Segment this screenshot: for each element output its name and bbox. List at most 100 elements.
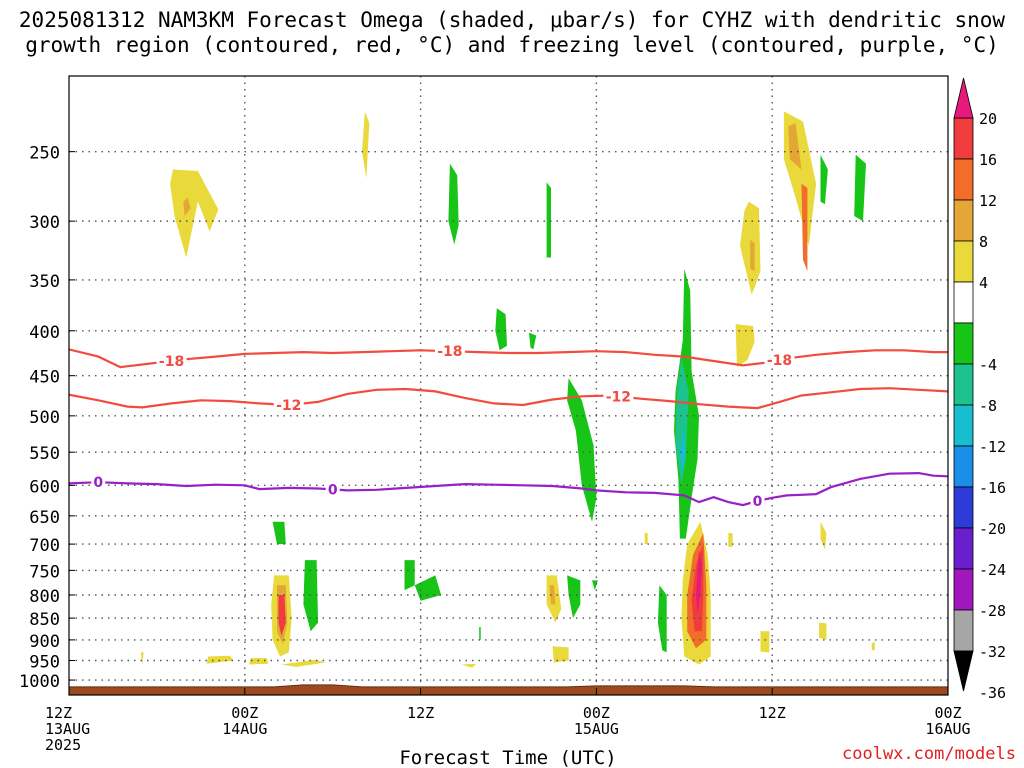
ground-terrain — [69, 684, 948, 695]
colorbar-band--8 — [953, 322, 974, 365]
colorbar-label--28: -28 — [979, 602, 1006, 620]
omega-region-18 — [679, 430, 686, 473]
colorbar-band--12 — [953, 363, 974, 406]
colorbar-label-4: 4 — [979, 274, 988, 292]
omega-region-44 — [820, 521, 827, 550]
colorbar-band-8 — [953, 199, 974, 242]
colorbar-label--12: -12 — [979, 438, 1006, 456]
omega-region-3 — [448, 163, 459, 245]
omega-region-25 — [278, 595, 286, 636]
omega-region-27 — [303, 560, 319, 632]
xtick-label-0-1: 13AUG — [45, 720, 90, 738]
ytick-label-700: 700 — [29, 536, 60, 556]
xtick-label-24-0: 12Z — [407, 704, 434, 722]
colorbar-label-16: 16 — [979, 151, 997, 169]
ytick-label-800: 800 — [29, 587, 60, 607]
contour-label-bg--12-0 — [273, 397, 304, 413]
omega-region-22 — [696, 549, 702, 614]
omega-region-33 — [414, 575, 442, 601]
omega-region-45 — [871, 642, 875, 651]
plot-contents: -18 -18 -18 -12 -12 0 0 0 — [69, 76, 948, 695]
omega-region-31 — [140, 652, 144, 665]
omega-region-41 — [657, 585, 667, 653]
contour-label-0-2: 0 — [753, 494, 763, 510]
omega-region-42 — [760, 631, 770, 653]
omega-region-1 — [183, 197, 191, 216]
ytick-label-400: 400 — [29, 323, 60, 343]
axes: 2503003504004505005506006507007508008509… — [19, 75, 971, 768]
contour-line-0 — [69, 471, 948, 507]
colorbar-band--20 — [953, 445, 974, 488]
ytick-label-850: 850 — [29, 610, 60, 630]
omega-region-11 — [750, 239, 755, 272]
omega-region-39 — [592, 580, 598, 591]
ytick-label-950: 950 — [29, 652, 60, 672]
contour-label-0-0: 0 — [93, 475, 103, 491]
colorbar-label--8: -8 — [979, 397, 997, 415]
contour-label-bg-0-0 — [91, 474, 106, 490]
colorbar-label--32: -32 — [979, 643, 1006, 661]
contour-label--12-1: -12 — [606, 389, 631, 405]
contour-label--12-0: -12 — [276, 398, 301, 414]
omega-region-13 — [854, 154, 866, 222]
ytick-label-250: 250 — [29, 144, 60, 164]
colorbar-label--36: -36 — [979, 684, 1006, 702]
plot-area: -18 -18 -18 -12 -12 0 0 0 — [69, 76, 948, 695]
contour-label-bg--12-1 — [603, 388, 634, 404]
chart-title-line2: growth region (contoured, red, °C) and f… — [25, 33, 999, 57]
xtick-label-0-2: 2025 — [45, 736, 81, 754]
credit-text: coolwx.com/models — [842, 744, 1016, 764]
omega-region-26 — [272, 521, 286, 545]
contour-label-0-1: 0 — [328, 482, 338, 498]
contour-label--18-0: -18 — [159, 354, 184, 370]
colorbar-label--20: -20 — [979, 520, 1006, 538]
colorbar-band--4 — [953, 281, 974, 324]
omega-region-28 — [206, 655, 234, 664]
xtick-label-60-0: 00Z — [934, 704, 961, 722]
omega-region-8 — [788, 123, 802, 170]
ytick-label-1000: 1000 — [19, 672, 60, 692]
ytick-label-350: 350 — [29, 272, 60, 292]
ytick-label-550: 550 — [29, 444, 60, 464]
colorbar-label--4: -4 — [979, 356, 997, 374]
colorbar-band-4 — [953, 240, 974, 283]
omega-region-46 — [644, 533, 648, 545]
contour-label-bg--18-2 — [764, 351, 795, 367]
contour-label-bg--18-0 — [156, 353, 187, 369]
colorbar-label-20: 20 — [979, 110, 997, 128]
ytick-label-500: 500 — [29, 408, 60, 428]
omega-region-9 — [801, 183, 808, 272]
ytick-label-750: 750 — [29, 562, 60, 582]
omega-region-34 — [479, 627, 481, 640]
omega-region-0 — [170, 169, 219, 258]
omega-region-30 — [281, 659, 326, 667]
omega-region-29 — [249, 658, 269, 665]
colorbar-top-arrow — [953, 77, 974, 119]
omega-region-37 — [549, 585, 556, 605]
omega-region-40 — [552, 646, 569, 663]
colorbar-label--16: -16 — [979, 479, 1006, 497]
xtick-label-12-1: 14AUG — [222, 720, 267, 738]
colorbar-bottom-arrow — [953, 650, 974, 692]
xtick-label-0-0: 12Z — [45, 704, 72, 722]
colorbar-band-12 — [953, 158, 974, 201]
colorbar: 20 16 12 8 4 -4 -8 -12 -16 -20 -24 -28 -32 -36 — [953, 77, 1006, 702]
colorbar-label--24: -24 — [979, 561, 1006, 579]
colorbar-band--16 — [953, 404, 974, 447]
colorbar-band--36 — [953, 609, 974, 652]
contour-label-bg-0-2 — [750, 492, 765, 508]
omega-region-4 — [546, 182, 551, 258]
contour-label--18-2: -18 — [767, 353, 792, 369]
omega-region-47 — [728, 533, 733, 547]
colorbar-label-12: 12 — [979, 192, 997, 210]
ytick-label-300: 300 — [29, 213, 60, 233]
colorbar-band--24 — [953, 486, 974, 529]
omega-region-32 — [404, 560, 415, 591]
plot-frame — [68, 75, 949, 696]
ytick-label-450: 450 — [29, 368, 60, 388]
omega-region-12 — [820, 154, 828, 205]
x-axis-label: Forecast Time (UTC) — [399, 747, 616, 768]
omega-region-2 — [362, 111, 370, 179]
xtick-label-12-0: 00Z — [231, 704, 258, 722]
